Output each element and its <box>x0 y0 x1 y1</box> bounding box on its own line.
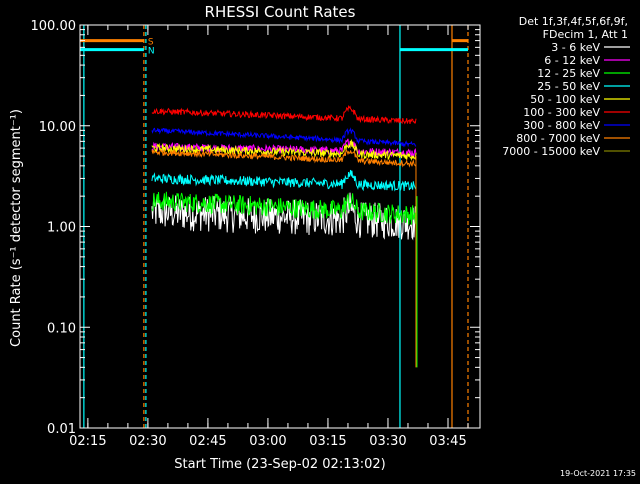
series-line-1 <box>151 138 417 158</box>
chart-title: RHESSI Count Rates <box>205 3 356 21</box>
legend-label-8: 7000 - 15000 keV <box>502 145 600 158</box>
series-line-0 <box>151 192 417 241</box>
x-tick-label-0: 02:15 <box>69 434 106 449</box>
legend-label-5: 100 - 300 keV <box>523 106 600 119</box>
y-tick-label-4: 100.00 <box>31 19 77 34</box>
y-tick-label-3: 10.00 <box>39 120 76 135</box>
x-tick-label-3: 03:00 <box>249 434 286 449</box>
legend-label-6: 300 - 800 keV <box>523 119 600 132</box>
footer-timestamp: 19-Oct-2021 17:35 <box>560 469 636 478</box>
series-line-4 <box>151 139 417 162</box>
x-tick-label-2: 02:45 <box>189 434 226 449</box>
y-tick-label-0: 0.01 <box>47 422 76 437</box>
legend: Det 1f,3f,4f,5f,6f,9f,FDecim 1, Att 13 -… <box>502 15 630 158</box>
plot-area: SN <box>80 25 469 428</box>
legend-header-0: Det 1f,3f,4f,5f,6f,9f, <box>519 15 628 28</box>
legend-label-1: 6 - 12 keV <box>544 54 600 67</box>
legend-label-7: 800 - 7000 keV <box>516 132 600 145</box>
series-line-7 <box>151 149 417 168</box>
axes: 0.01 0.10 1.00 10.00 100.00 02:15 02:30 02:45 03… <box>31 19 481 449</box>
y-axis-label: Count Rate (s⁻¹ detector segment⁻¹) <box>9 109 24 347</box>
series-line-6 <box>151 127 417 148</box>
series-line-2 <box>151 191 417 225</box>
series-line-3 <box>151 169 417 193</box>
x-axis-label: Start Time (23-Sep-02 02:13:02) <box>174 457 385 472</box>
legend-label-0: 3 - 6 keV <box>551 41 600 54</box>
legend-label-2: 12 - 25 keV <box>537 67 600 80</box>
x-tick-label-5: 03:30 <box>369 434 406 449</box>
x-tick-label-4: 03:15 <box>309 434 346 449</box>
flag-label-s: S <box>148 38 154 48</box>
legend-label-3: 25 - 50 keV <box>537 80 600 93</box>
legend-label-4: 50 - 100 keV <box>530 93 600 106</box>
y-tick-label-1: 0.10 <box>47 321 76 336</box>
y-tick-label-2: 1.00 <box>47 221 76 236</box>
x-tick-label-6: 03:45 <box>429 434 466 449</box>
series-line-5 <box>151 104 417 125</box>
legend-header-1: FDecim 1, Att 1 <box>543 28 628 41</box>
flag-label-n: N <box>148 47 155 57</box>
x-tick-label-1: 02:30 <box>129 434 166 449</box>
